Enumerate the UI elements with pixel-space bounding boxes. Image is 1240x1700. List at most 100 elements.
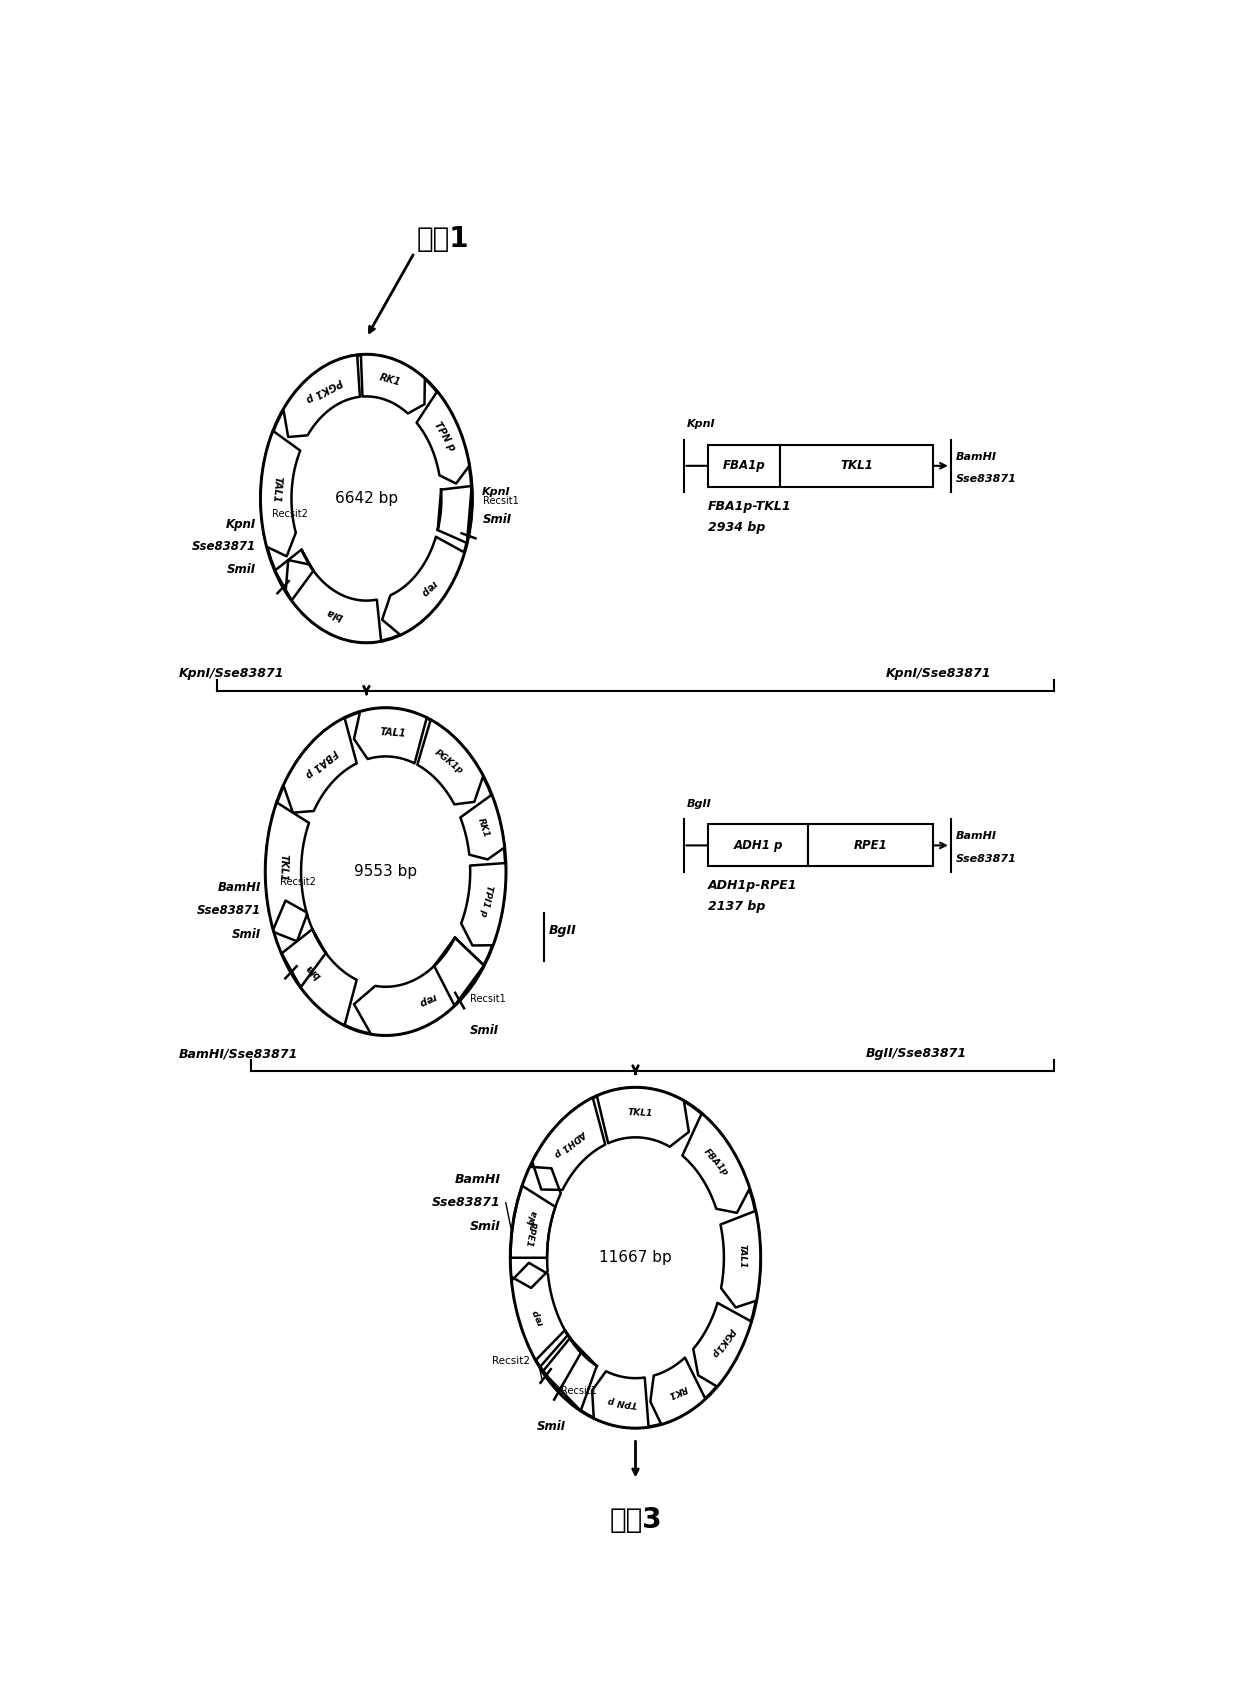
Text: SmiI: SmiI bbox=[470, 1221, 501, 1232]
Polygon shape bbox=[260, 430, 300, 556]
Bar bbox=[780, 445, 934, 486]
Text: Sse83871: Sse83871 bbox=[433, 1197, 501, 1209]
Polygon shape bbox=[543, 1338, 596, 1411]
Text: 6642 bp: 6642 bp bbox=[335, 491, 398, 507]
Polygon shape bbox=[536, 1329, 582, 1392]
Polygon shape bbox=[382, 537, 465, 634]
Text: TAL1: TAL1 bbox=[379, 726, 405, 738]
Polygon shape bbox=[460, 796, 505, 860]
Polygon shape bbox=[461, 864, 506, 945]
Text: BamHI: BamHI bbox=[455, 1173, 501, 1185]
Bar bbox=[708, 824, 808, 867]
Bar bbox=[808, 824, 934, 867]
Text: bla: bla bbox=[304, 960, 324, 981]
Text: Recsit2: Recsit2 bbox=[492, 1357, 531, 1367]
Polygon shape bbox=[512, 1263, 568, 1367]
Text: SmiI: SmiI bbox=[470, 1023, 500, 1037]
Text: KpnI/Sse83871: KpnI/Sse83871 bbox=[885, 668, 991, 680]
Text: PGK1 p: PGK1 p bbox=[304, 376, 343, 405]
Text: RPE1: RPE1 bbox=[854, 838, 888, 852]
Text: SmiI: SmiI bbox=[482, 513, 512, 525]
Text: Sse83871: Sse83871 bbox=[956, 853, 1017, 864]
Text: 接图1: 接图1 bbox=[417, 226, 470, 253]
Polygon shape bbox=[284, 355, 360, 437]
Text: bla: bla bbox=[325, 605, 343, 620]
Text: rep: rep bbox=[531, 1307, 546, 1326]
Polygon shape bbox=[650, 1358, 706, 1425]
Text: RK1: RK1 bbox=[378, 372, 402, 388]
Polygon shape bbox=[682, 1114, 750, 1212]
Polygon shape bbox=[275, 549, 314, 600]
Text: rep: rep bbox=[417, 991, 438, 1008]
Polygon shape bbox=[511, 1166, 560, 1258]
Polygon shape bbox=[511, 1187, 556, 1289]
Text: Sse83871: Sse83871 bbox=[192, 541, 255, 554]
Text: BgII/Sse83871: BgII/Sse83871 bbox=[866, 1047, 967, 1061]
Polygon shape bbox=[596, 1088, 689, 1148]
Polygon shape bbox=[361, 355, 425, 413]
Text: KpnI: KpnI bbox=[481, 486, 511, 496]
Bar bbox=[708, 445, 780, 486]
Text: SmiI: SmiI bbox=[232, 928, 260, 940]
Polygon shape bbox=[720, 1210, 760, 1307]
Text: RPE1: RPE1 bbox=[523, 1221, 537, 1248]
Text: Recsit2: Recsit2 bbox=[280, 877, 316, 887]
Text: SmiI: SmiI bbox=[537, 1420, 565, 1433]
Text: KpnI: KpnI bbox=[226, 518, 255, 530]
Polygon shape bbox=[593, 1372, 649, 1428]
Text: KpnI/Sse83871: KpnI/Sse83871 bbox=[179, 668, 284, 680]
Polygon shape bbox=[273, 901, 357, 1025]
Polygon shape bbox=[353, 938, 484, 1035]
Text: BamHI: BamHI bbox=[217, 881, 260, 894]
Polygon shape bbox=[693, 1302, 751, 1387]
Polygon shape bbox=[281, 930, 326, 988]
Text: TAL1: TAL1 bbox=[738, 1244, 746, 1268]
Text: TKL1: TKL1 bbox=[278, 853, 289, 881]
Text: rep: rep bbox=[418, 578, 439, 598]
Text: FBA1 p: FBA1 p bbox=[303, 748, 340, 780]
Text: Recsit1: Recsit1 bbox=[482, 496, 518, 507]
Text: KpnI: KpnI bbox=[687, 420, 715, 428]
Text: Recsit1: Recsit1 bbox=[470, 994, 506, 1005]
Text: 接图3: 接图3 bbox=[609, 1506, 662, 1535]
Text: PGK1p: PGK1p bbox=[709, 1326, 735, 1358]
Text: bla: bla bbox=[527, 1209, 539, 1226]
Text: 2137 bp: 2137 bp bbox=[708, 901, 765, 913]
Text: ADH1p-RPE1: ADH1p-RPE1 bbox=[708, 879, 797, 892]
Text: Recsit1: Recsit1 bbox=[560, 1386, 596, 1396]
Text: FBA1p-TKL1: FBA1p-TKL1 bbox=[708, 500, 791, 513]
Text: FBA1p: FBA1p bbox=[702, 1148, 730, 1178]
Polygon shape bbox=[438, 486, 472, 542]
Text: BamHI/Sse83871: BamHI/Sse83871 bbox=[179, 1047, 299, 1061]
Text: ADH1 p: ADH1 p bbox=[733, 838, 782, 852]
Text: TAL1: TAL1 bbox=[270, 476, 283, 503]
Text: 11667 bp: 11667 bp bbox=[599, 1250, 672, 1265]
Text: Sse83871: Sse83871 bbox=[956, 474, 1017, 484]
Polygon shape bbox=[265, 802, 309, 942]
Text: Sse83871: Sse83871 bbox=[197, 904, 260, 918]
Text: BamHI: BamHI bbox=[956, 831, 997, 842]
Text: PGK1p: PGK1p bbox=[433, 748, 465, 775]
Polygon shape bbox=[417, 391, 470, 483]
Text: TKL1: TKL1 bbox=[841, 459, 873, 473]
Text: 9553 bp: 9553 bp bbox=[355, 864, 417, 879]
Polygon shape bbox=[532, 1098, 605, 1190]
Text: BgII: BgII bbox=[687, 799, 712, 809]
Text: BgII: BgII bbox=[549, 925, 577, 937]
Text: RK1: RK1 bbox=[475, 818, 490, 840]
Text: TKL1: TKL1 bbox=[627, 1108, 652, 1117]
Text: SmiI: SmiI bbox=[227, 563, 255, 576]
Polygon shape bbox=[434, 938, 484, 1006]
Text: ADH1 p: ADH1 p bbox=[552, 1127, 588, 1158]
Polygon shape bbox=[418, 719, 484, 804]
Text: 2934 bp: 2934 bp bbox=[708, 520, 765, 534]
Text: Recsit2: Recsit2 bbox=[273, 510, 308, 518]
Polygon shape bbox=[284, 717, 357, 813]
Text: BamHI: BamHI bbox=[956, 452, 997, 462]
Text: RK1: RK1 bbox=[666, 1384, 688, 1399]
Text: TPI1 p: TPI1 p bbox=[479, 884, 494, 916]
Text: TPN p: TPN p bbox=[432, 420, 456, 452]
Text: TPN p: TPN p bbox=[608, 1396, 639, 1408]
Polygon shape bbox=[353, 707, 427, 763]
Polygon shape bbox=[285, 559, 381, 643]
